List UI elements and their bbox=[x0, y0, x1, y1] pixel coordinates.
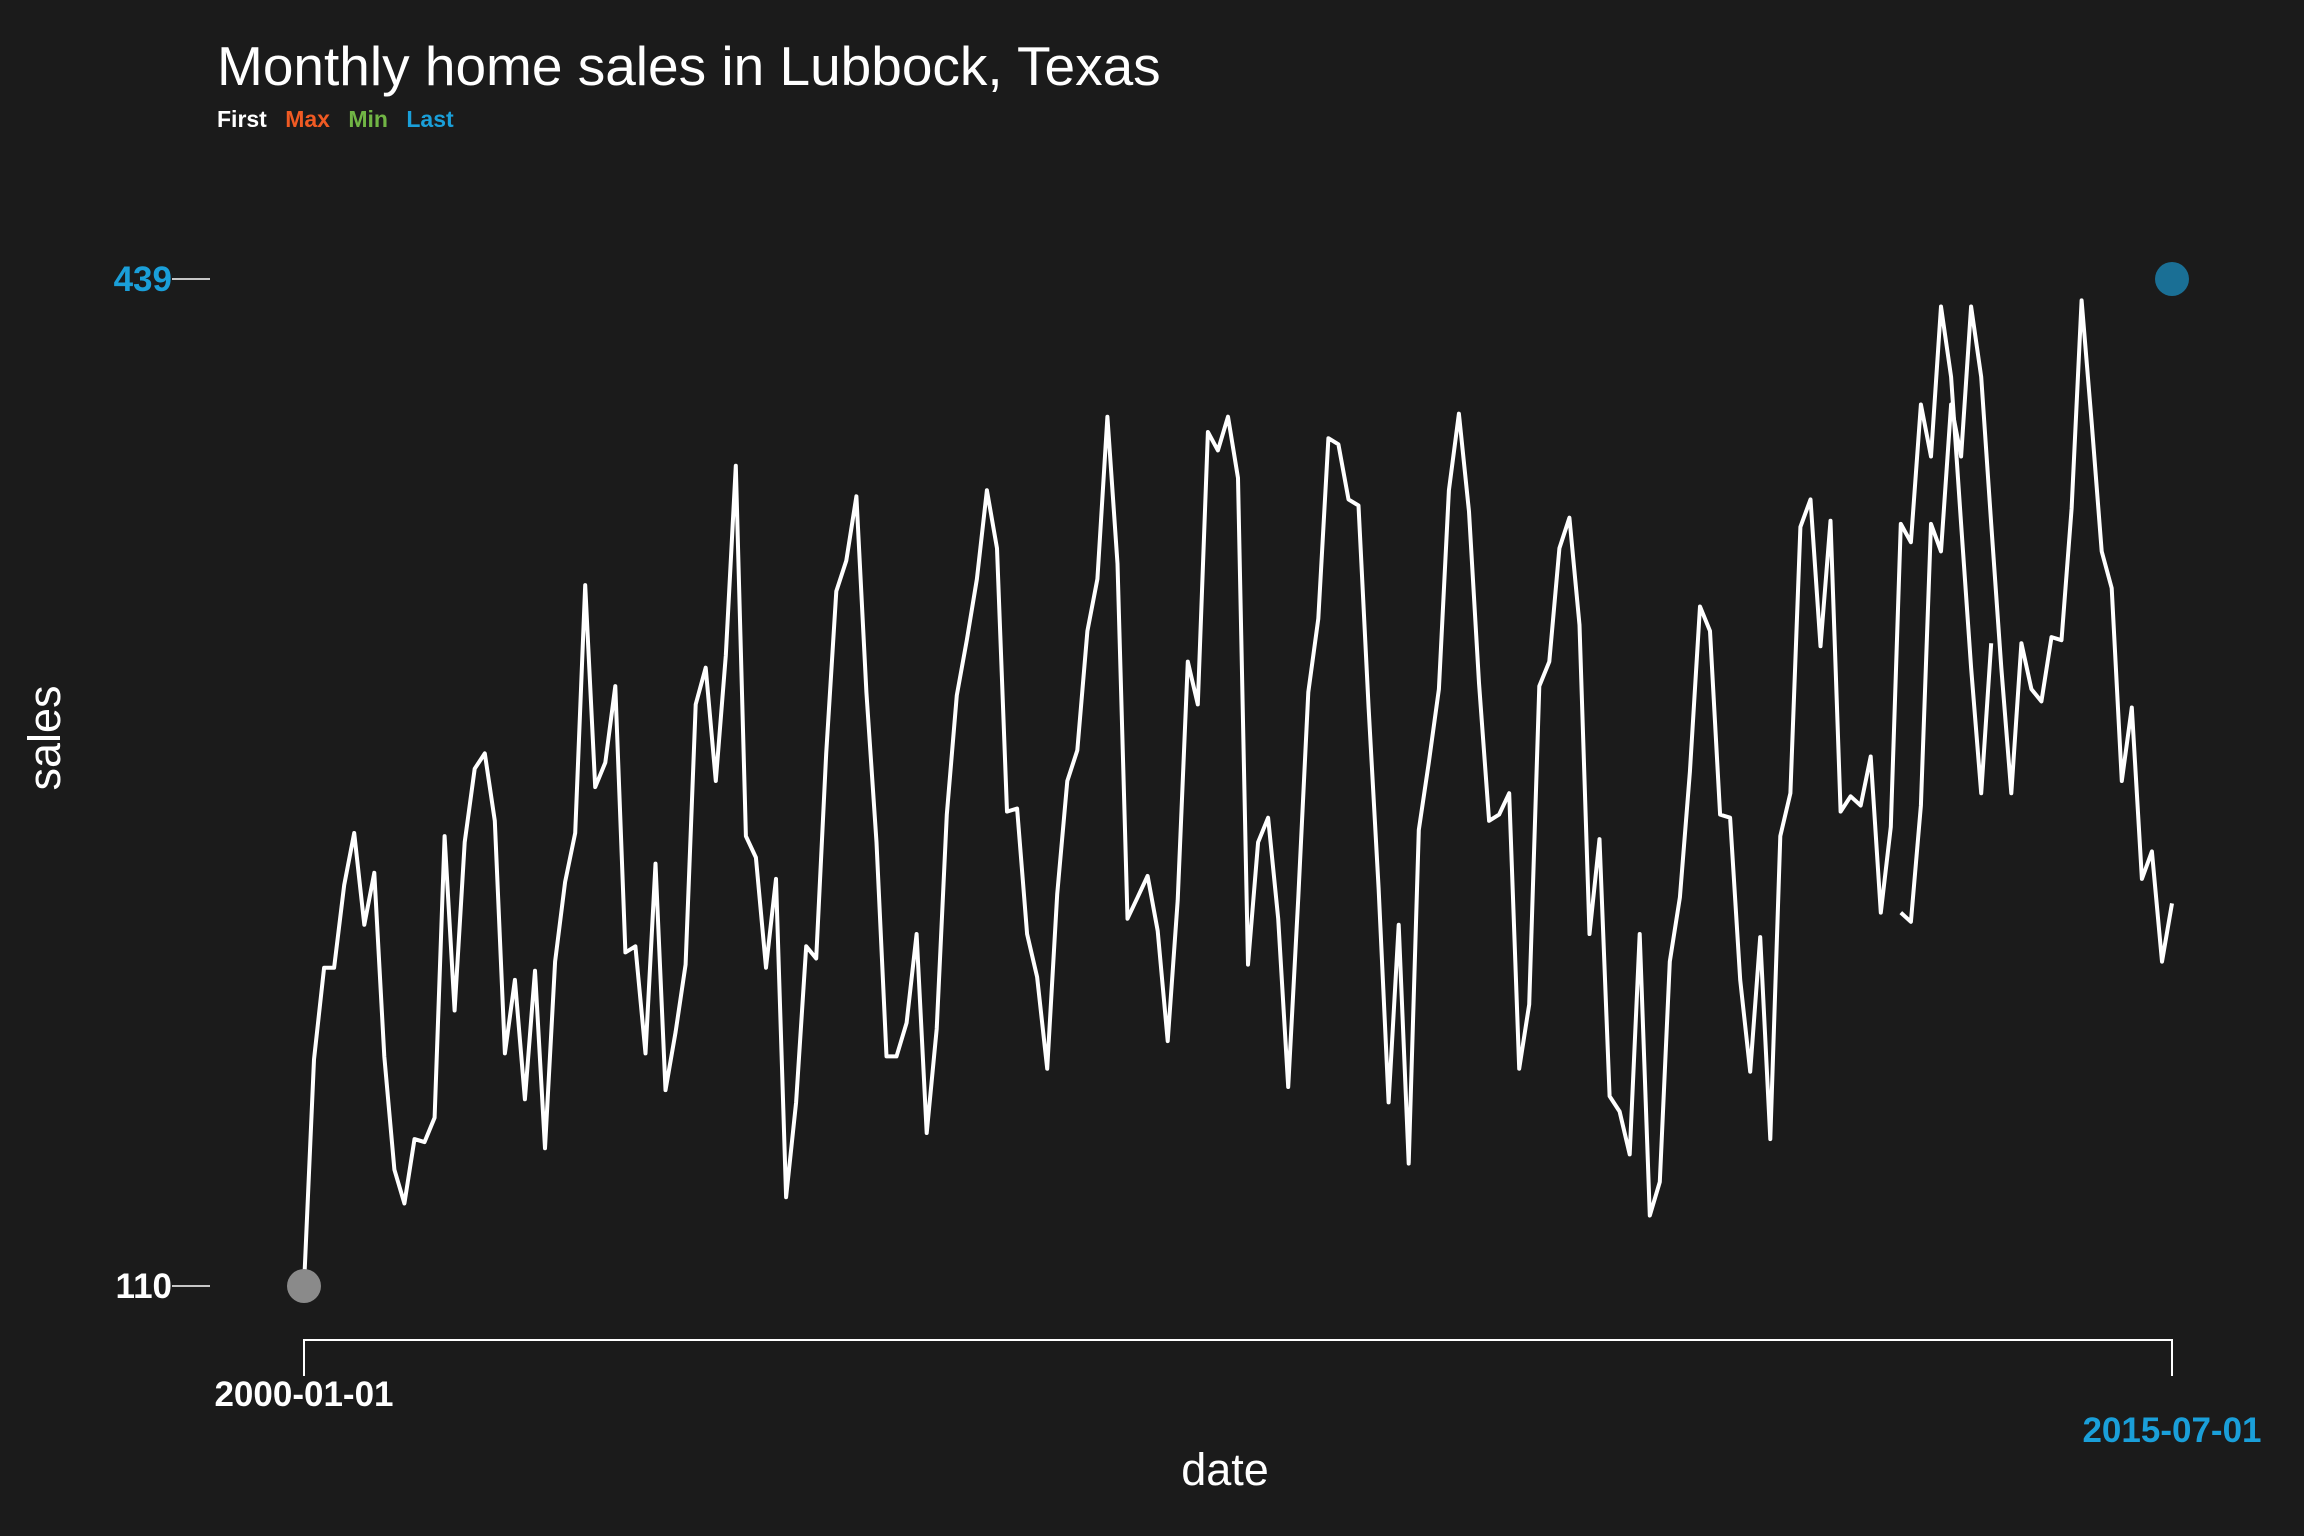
series-line-segment-1 bbox=[302, 304, 1994, 1287]
axes: 439 110 2000-01-01 2015-07-01 date sales bbox=[19, 260, 2262, 1495]
legend-min: Min bbox=[348, 106, 388, 132]
y-tick-label-bottom: 110 bbox=[116, 1267, 172, 1306]
chart-title: Monthly home sales in Lubbock, Texas bbox=[217, 35, 1161, 97]
legend-first: First bbox=[217, 106, 267, 132]
x-axis-bracket bbox=[303, 1339, 2173, 1376]
series-layer bbox=[302, 298, 2174, 1287]
last-point-marker bbox=[2155, 262, 2189, 296]
x-tick-label-end: 2015-07-01 bbox=[2082, 1411, 2261, 1450]
series-line-segment-2 bbox=[1899, 298, 2174, 964]
legend-last: Last bbox=[406, 106, 454, 132]
y-axis-title: sales bbox=[19, 685, 70, 790]
y-tick-label-top: 439 bbox=[114, 260, 172, 299]
x-tick-label-start: 2000-01-01 bbox=[214, 1375, 393, 1414]
x-axis-title: date bbox=[1181, 1444, 1269, 1495]
legend: First Max Min Last bbox=[217, 106, 466, 133]
first-point-marker bbox=[287, 1269, 321, 1303]
legend-max: Max bbox=[285, 106, 330, 132]
